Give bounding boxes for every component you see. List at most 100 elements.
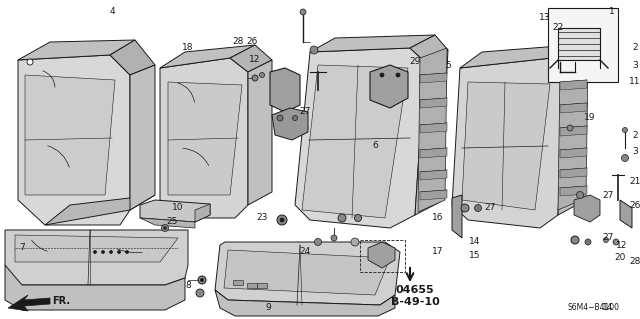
- Circle shape: [567, 125, 573, 131]
- Text: 5: 5: [445, 61, 451, 70]
- Polygon shape: [560, 186, 587, 196]
- Circle shape: [102, 250, 104, 254]
- Polygon shape: [574, 195, 600, 222]
- Text: 27: 27: [602, 190, 614, 199]
- Polygon shape: [565, 28, 570, 48]
- Polygon shape: [160, 45, 255, 68]
- Text: 11: 11: [629, 78, 640, 86]
- Polygon shape: [575, 28, 580, 48]
- Polygon shape: [270, 68, 300, 112]
- Polygon shape: [140, 218, 195, 228]
- Polygon shape: [420, 190, 447, 200]
- Circle shape: [161, 225, 168, 232]
- Circle shape: [351, 238, 359, 246]
- Polygon shape: [247, 283, 257, 288]
- Text: FR.: FR.: [52, 296, 70, 306]
- Polygon shape: [410, 35, 448, 62]
- Polygon shape: [370, 65, 408, 108]
- Text: 8: 8: [185, 280, 191, 290]
- Circle shape: [623, 128, 627, 132]
- Text: 22: 22: [552, 24, 564, 33]
- Text: 10: 10: [172, 204, 184, 212]
- Text: 26: 26: [246, 38, 258, 47]
- Text: 14: 14: [469, 238, 481, 247]
- Polygon shape: [248, 60, 272, 205]
- Polygon shape: [5, 230, 188, 285]
- Circle shape: [461, 204, 469, 212]
- Polygon shape: [195, 204, 210, 222]
- Polygon shape: [18, 40, 135, 60]
- Text: 29: 29: [410, 57, 420, 66]
- Circle shape: [585, 239, 591, 245]
- Text: 3: 3: [632, 147, 638, 157]
- Text: 13: 13: [540, 13, 551, 23]
- Text: 24: 24: [300, 248, 310, 256]
- Polygon shape: [620, 200, 632, 228]
- Circle shape: [300, 9, 306, 15]
- Circle shape: [292, 115, 298, 121]
- Polygon shape: [215, 290, 395, 316]
- Circle shape: [93, 250, 97, 254]
- Text: 23: 23: [256, 213, 268, 222]
- Text: 04655: 04655: [396, 285, 435, 295]
- Text: B-49-10: B-49-10: [390, 297, 440, 307]
- Polygon shape: [452, 58, 565, 228]
- Polygon shape: [420, 73, 447, 83]
- Polygon shape: [15, 235, 178, 262]
- Polygon shape: [368, 242, 395, 268]
- Circle shape: [355, 214, 362, 221]
- Polygon shape: [460, 45, 572, 68]
- Polygon shape: [560, 103, 587, 113]
- Circle shape: [613, 239, 619, 245]
- Text: 21: 21: [629, 177, 640, 187]
- Text: 4: 4: [109, 8, 115, 17]
- Polygon shape: [548, 8, 618, 82]
- Circle shape: [396, 73, 400, 77]
- Text: 27: 27: [484, 204, 496, 212]
- Polygon shape: [302, 65, 408, 218]
- Circle shape: [310, 46, 318, 54]
- Polygon shape: [560, 126, 587, 136]
- Polygon shape: [560, 148, 587, 158]
- Polygon shape: [310, 35, 435, 52]
- Polygon shape: [18, 55, 130, 225]
- Polygon shape: [233, 280, 243, 285]
- Text: 25: 25: [166, 218, 178, 226]
- Text: 7: 7: [19, 243, 25, 253]
- Polygon shape: [420, 123, 447, 133]
- Text: 15: 15: [469, 250, 481, 259]
- Polygon shape: [8, 295, 50, 311]
- Circle shape: [331, 235, 337, 241]
- Polygon shape: [272, 108, 308, 140]
- Polygon shape: [110, 40, 155, 75]
- Polygon shape: [230, 45, 272, 72]
- Text: 19: 19: [584, 114, 596, 122]
- Text: 20: 20: [614, 254, 626, 263]
- Polygon shape: [160, 58, 248, 218]
- Circle shape: [621, 154, 628, 161]
- Text: 28: 28: [629, 257, 640, 266]
- Circle shape: [196, 289, 204, 297]
- Polygon shape: [462, 82, 550, 210]
- Polygon shape: [130, 65, 155, 210]
- Polygon shape: [552, 45, 585, 72]
- Polygon shape: [168, 82, 242, 195]
- Polygon shape: [140, 200, 210, 222]
- Circle shape: [200, 278, 204, 281]
- Text: S6M4−B4100: S6M4−B4100: [568, 303, 620, 313]
- Circle shape: [252, 75, 258, 81]
- Text: 12: 12: [250, 56, 260, 64]
- Polygon shape: [5, 265, 185, 310]
- Text: 6: 6: [372, 140, 378, 150]
- Circle shape: [27, 59, 33, 65]
- Text: 17: 17: [432, 248, 444, 256]
- Text: 3: 3: [632, 61, 638, 70]
- Polygon shape: [45, 195, 155, 225]
- Polygon shape: [420, 148, 447, 158]
- Text: 26: 26: [629, 201, 640, 210]
- Text: 14: 14: [602, 303, 614, 313]
- Polygon shape: [415, 50, 448, 215]
- Circle shape: [380, 73, 384, 77]
- Polygon shape: [215, 242, 400, 305]
- Circle shape: [198, 276, 206, 284]
